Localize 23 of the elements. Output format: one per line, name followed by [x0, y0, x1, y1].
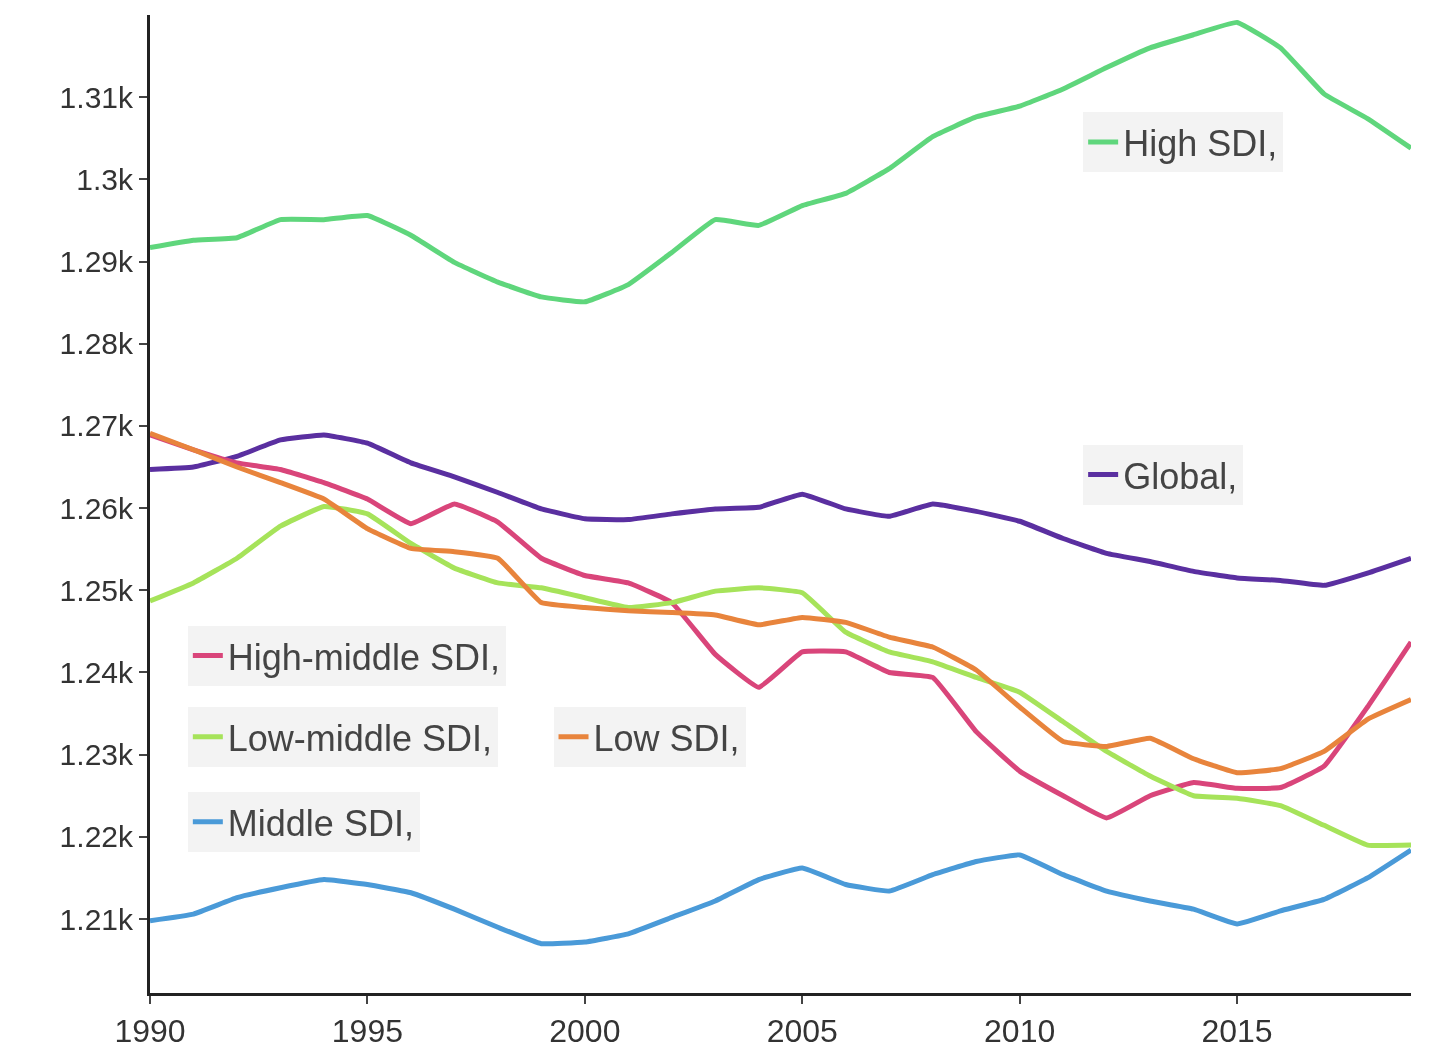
y-tick-label: 1.3k: [76, 162, 134, 196]
x-tick-label: 2005: [766, 1013, 838, 1050]
y-tick-label: 1.23k: [59, 738, 134, 772]
legend-label: High-middle SDI,: [227, 636, 500, 678]
y-tick-label: 1.25k: [59, 573, 134, 607]
legend-label: Middle SDI,: [227, 802, 414, 844]
y-tick-label: 1.24k: [59, 655, 134, 689]
y-tick-label: 1.31k: [59, 80, 134, 114]
x-tick-label: 1995: [331, 1013, 403, 1050]
legend-label: Low SDI,: [593, 717, 740, 759]
y-tick-label: 1.27k: [59, 409, 134, 443]
x-tick-label: 2015: [1201, 1013, 1273, 1050]
legend-label: High SDI,: [1123, 123, 1278, 165]
x-tick-label: 1990: [114, 1013, 186, 1050]
y-tick-label: 1.21k: [59, 902, 134, 936]
legend-label: Global,: [1123, 455, 1238, 497]
y-tick-label: 1.26k: [59, 491, 134, 525]
x-tick-label: 2010: [984, 1013, 1056, 1050]
x-tick-label: 2000: [549, 1013, 621, 1050]
y-tick-label: 1.29k: [59, 245, 134, 279]
y-tick-label: 1.28k: [59, 327, 134, 361]
legend-label: Low-middle SDI,: [227, 717, 492, 759]
y-tick-label: 1.22k: [59, 820, 134, 854]
